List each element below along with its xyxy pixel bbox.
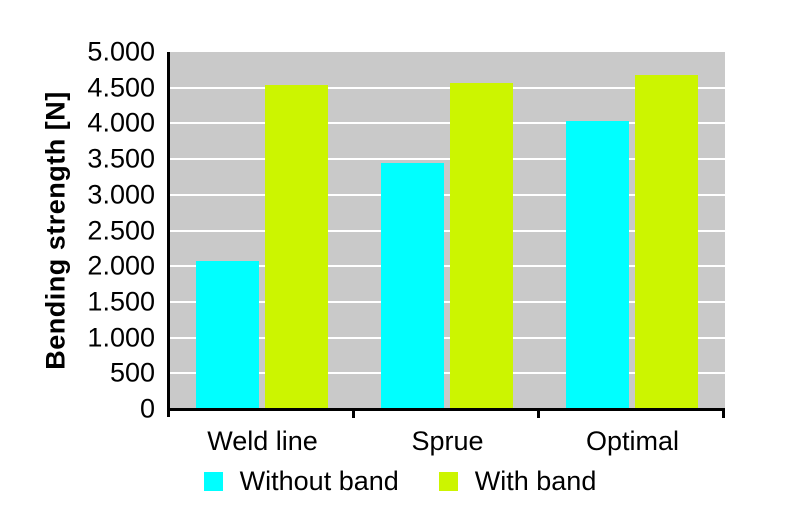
legend: Without band With band bbox=[0, 468, 800, 495]
x-axis-label-weld-line: Weld line bbox=[207, 426, 318, 456]
legend-label-without-band: Without band bbox=[239, 466, 399, 496]
x-axis-ticks bbox=[170, 411, 725, 419]
gridline-3-000 bbox=[170, 193, 725, 196]
y-tick-label-5-000: 5.000 bbox=[87, 36, 155, 67]
plot-area bbox=[170, 52, 725, 409]
y-tick-label-1-500: 1.500 bbox=[87, 286, 155, 317]
legend-label-with-band: With band bbox=[474, 466, 597, 496]
y-tick-label-0: 0 bbox=[139, 393, 155, 424]
y-axis-tick-labels: 5.000 4.500 4.000 3.500 3.000 2.500 2.000 1.500… bbox=[0, 38, 161, 422]
y-tick-label-4-000: 4.000 bbox=[87, 107, 155, 138]
y-tick-label-500: 500 bbox=[109, 357, 155, 388]
legend-swatch-without-band bbox=[203, 472, 223, 491]
y-tick-label-3-500: 3.500 bbox=[87, 143, 155, 174]
x-axis-tick-3 bbox=[722, 411, 725, 418]
gridline-2-500 bbox=[170, 229, 725, 232]
bar-group-optimal bbox=[540, 52, 725, 409]
gridline-4-000 bbox=[170, 122, 725, 125]
x-axis-tick-1 bbox=[352, 411, 355, 418]
x-axis-labels: Weld line Sprue Optimal bbox=[170, 428, 725, 455]
x-axis-label-optimal: Optimal bbox=[585, 426, 680, 456]
gridline-500 bbox=[170, 372, 725, 375]
gridline-1-000 bbox=[170, 336, 725, 339]
legend-swatch-with-band bbox=[438, 472, 458, 491]
gridline-3-500 bbox=[170, 158, 725, 161]
gridline-2-000 bbox=[170, 265, 725, 268]
legend-item-without-band: Without band bbox=[203, 466, 399, 496]
y-tick-label-2-000: 2.000 bbox=[87, 250, 155, 281]
bar-group-weld-line bbox=[170, 52, 355, 409]
y-tick-label-2-500: 2.500 bbox=[87, 215, 155, 245]
y-tick-label-3-000: 3.000 bbox=[87, 179, 155, 210]
y-tick-label-4-500: 4.500 bbox=[87, 72, 155, 103]
bar-sprue-without-band bbox=[380, 163, 444, 409]
y-axis-line bbox=[167, 52, 170, 417]
bar-weld-line-with-band bbox=[265, 84, 328, 409]
x-axis-label-sprue: Sprue bbox=[411, 426, 484, 456]
gridline-4-500 bbox=[170, 86, 725, 89]
bar-group-sprue bbox=[355, 52, 540, 409]
bar-optimal-with-band bbox=[635, 74, 698, 409]
bar-optimal-without-band bbox=[565, 120, 629, 409]
legend-item-with-band: With band bbox=[438, 466, 597, 496]
bar-sprue-with-band bbox=[450, 82, 513, 409]
y-tick-label-1-000: 1.000 bbox=[87, 322, 155, 353]
bar-weld-line-without-band bbox=[195, 261, 259, 409]
gridline-1-500 bbox=[170, 300, 725, 303]
x-axis-line bbox=[167, 408, 725, 411]
x-axis-tick-2 bbox=[537, 411, 540, 418]
